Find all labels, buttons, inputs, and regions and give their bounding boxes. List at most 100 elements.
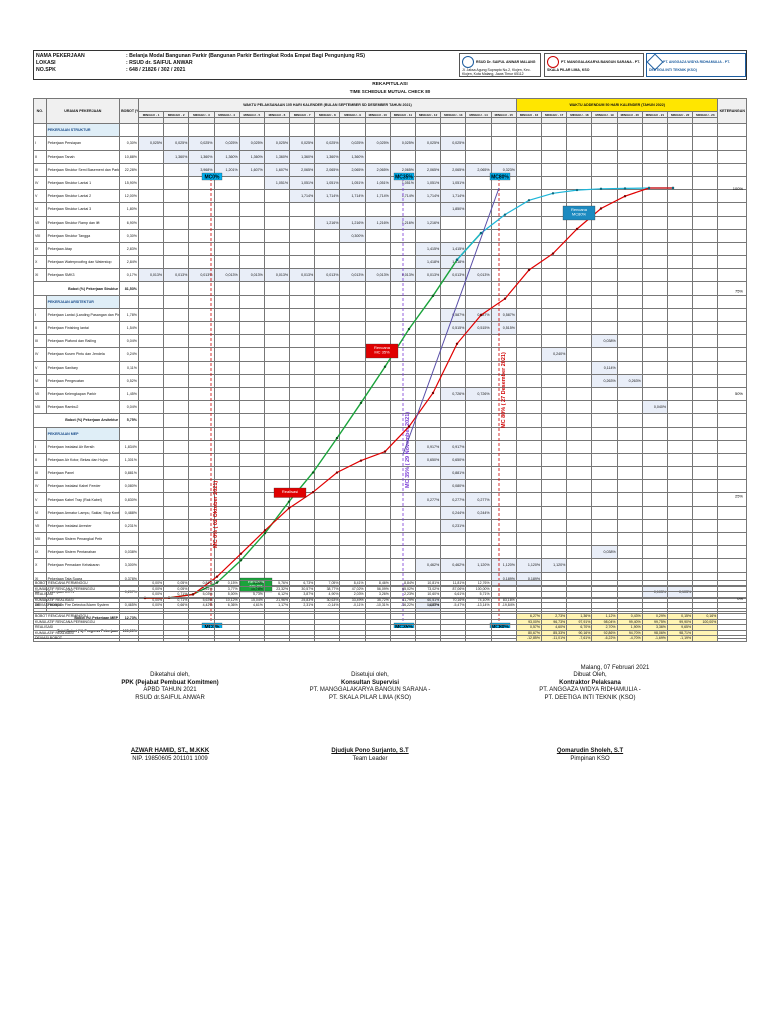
- callout-rencana-mc80-text: MC80%: [572, 212, 587, 217]
- week-cell: 0,013%: [188, 268, 215, 283]
- week-cell: 0,881%: [440, 466, 467, 481]
- callout-rencana-mc35-text: Rencana: [374, 345, 391, 350]
- project-value: : RSUD dr. SAIFUL ANWAR: [126, 60, 193, 66]
- project-key: LOKASI: [36, 60, 56, 66]
- side-percent: 100%: [733, 186, 744, 191]
- sig-left-name: AZWAR HAMID, ST., M.KKK: [130, 748, 210, 754]
- addendum-point: [623, 187, 627, 190]
- week-cell: 1,360%: [213, 149, 240, 164]
- realisasi-point: [503, 297, 507, 300]
- side-percent: 75%: [735, 289, 743, 294]
- summary-table: BOBOT RENCANA PERMINGGU 0,00% 0,05% 0,81% 0,…: [32, 580, 747, 642]
- sig-right-name-block: Qomarudin Sholeh, S.T Pimpinan KSO: [505, 748, 675, 763]
- realisasi-point: [407, 425, 411, 428]
- ket-cell: [717, 635, 747, 642]
- table-row: X Pekerjaan Pemadam Kebakaran 3,300% 0,462%…: [33, 558, 747, 573]
- table-row: III Pekerjaan Plafond dan Railing 0,04% 0,0…: [33, 334, 747, 349]
- week-cell: 0,231%: [440, 518, 467, 534]
- rencana-point: [287, 500, 291, 503]
- week-cell: 1,051%: [289, 175, 316, 191]
- mc-label: MC80%: [491, 175, 509, 181]
- sig-right-name: Qomarudin Sholeh, S.T: [556, 748, 624, 754]
- table-row: I Pekerjaan Lantai (Landing Pasangan dan …: [33, 307, 747, 323]
- col-bobot-header: BOBOT (%): [119, 97, 139, 125]
- week-cell: 0,025%: [440, 136, 467, 151]
- week-cell: 0,025%: [238, 136, 265, 151]
- sig-mid-l2: Konsultan Supervisi: [340, 679, 399, 686]
- logo-kso1: PT. MANGGALAKARYA BANGUN SARANA - PT. SK…: [544, 53, 644, 77]
- table-row: VII Pekerjaan Kelengkapan Parkir 1,45% 0,72…: [33, 386, 747, 402]
- summary-cell: [137, 635, 165, 642]
- sig-right-l3: PT. ANGGAZA WIDYA RIDHAMULIA -: [539, 687, 641, 693]
- week-cell: 1,120%: [465, 558, 492, 573]
- summary-cell: -4,70%: [616, 635, 643, 642]
- week-cell: 0,038%: [591, 334, 618, 349]
- realisasi-point: [335, 471, 339, 474]
- mc-vline-label: MC 80% ( 27 Desember 2021): [501, 352, 507, 428]
- rencana-curve: [144, 232, 482, 599]
- summary-cell: -12,85%: [515, 635, 542, 642]
- summary-cell: [289, 635, 316, 642]
- project-info: NAMA PEKERJAAN: Belanja Modal Bangunan P…: [36, 53, 365, 74]
- week-cell: 1,120%: [515, 558, 543, 573]
- logo-rs: RSUD Dr. SAIFUL ANWAR MALANG Jl. Jaksa A…: [459, 53, 541, 77]
- sig-left-l2: PPK (Pejabat Pembuat Komitmen): [121, 679, 219, 686]
- addendum-curve: [456, 187, 673, 261]
- sig-mid-l3: PT. MANGGALAKARYA BANGUN SARANA -: [309, 687, 431, 693]
- summary-cell: [263, 635, 291, 642]
- row-name: Pekerjaan Rambu2: [45, 400, 121, 415]
- summary-cell: [415, 635, 442, 642]
- addendum-point: [455, 258, 459, 261]
- rencana-point: [359, 401, 363, 405]
- week-cell: 0,277%: [415, 492, 442, 507]
- week-cell: 1,051%: [263, 175, 291, 191]
- week-cell: 2,065%: [289, 162, 316, 177]
- col-no-header: NO.: [33, 97, 47, 125]
- period-add-header: WAKTU ADDENDUM 50 HARI KALENDER (TAHUN 2…: [515, 97, 719, 113]
- addendum-point: [671, 186, 675, 190]
- summary-cell: [339, 635, 366, 642]
- table-row: VIII Pekerjaan Sistem Penangkal Petir: [33, 531, 747, 547]
- callout-rencana-mc35-text: MC 35%: [374, 350, 390, 355]
- project-key: NO.SPK: [36, 67, 56, 73]
- week-cell: 1,051%: [440, 175, 467, 191]
- mc-vline-label: MC 35% ( 29 November 2021): [405, 412, 411, 488]
- rencana-point: [383, 365, 387, 368]
- summary-cell: [490, 635, 517, 642]
- sig-mid-name: Djudjuk Pono Surjanto, S.T: [331, 748, 409, 754]
- summary-cell: [591, 602, 618, 609]
- realisasi-point: [311, 491, 315, 494]
- sig-left-name-block: AZWAR HAMID, ST., M.KKK NIP. 19850605 20…: [90, 748, 250, 763]
- sig-mid-role: Team Leader: [352, 755, 388, 762]
- signature-ppk: Diketahui oleh, PPK (Pejabat Pembuat Kom…: [90, 672, 250, 702]
- week-cell: 1,360%: [314, 149, 341, 164]
- realisasi-point: [479, 313, 483, 317]
- rencana-point: [311, 471, 315, 474]
- section-title: PEKERJAAN MEP: [45, 426, 121, 441]
- sig-right-l1: Dibuat Oleh,: [573, 672, 607, 678]
- week-cell: 0,587%: [465, 307, 492, 323]
- realisasi-curve: [144, 187, 673, 599]
- realisasi-point: [527, 268, 531, 272]
- week-cell: 1,360%: [163, 149, 190, 164]
- rencana-point: [335, 436, 339, 440]
- realisasi-point: [383, 450, 387, 453]
- summary-cell: [616, 602, 643, 609]
- rencana-point: [239, 559, 243, 562]
- section-title: PEKERJAAN ARSITEKTUR: [45, 294, 121, 309]
- realisasi-point: [599, 207, 603, 210]
- sig-left-l3: APBD TAHUN 2021: [143, 687, 197, 693]
- summary-cell: -11,01%: [540, 635, 568, 642]
- realisasi-point: [455, 342, 459, 345]
- section-title: PEKERJAAN STRUKTUR: [45, 123, 121, 138]
- summary-cell: [692, 635, 719, 642]
- summary-cell: [666, 602, 694, 609]
- sig-left-nip: NIP. 19850605 201101 1009: [132, 755, 208, 762]
- table-row: VIII Pekerjaan Rambu2 0,04% 0,040%: [33, 400, 747, 415]
- place-date-text: Malang, 07 Februari 2021: [580, 665, 650, 671]
- mc-label-box: [393, 172, 415, 181]
- callout-rencana-mc80-box: [562, 205, 596, 221]
- summary-cell: [238, 635, 265, 642]
- project-value: : 648 / 21826 / 302 / 2021: [126, 67, 186, 73]
- logo-kso2-name: PT. ANGGAZA WIDYA RIDHAMULIA - PT. DEETI…: [649, 59, 730, 72]
